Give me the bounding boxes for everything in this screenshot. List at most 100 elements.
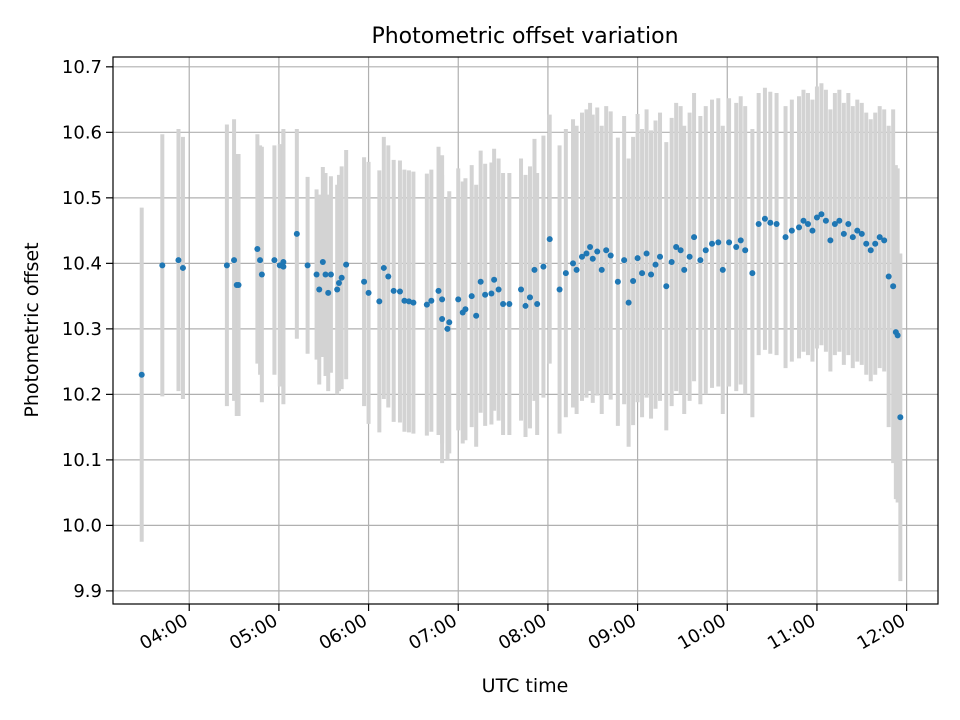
- data-point: [634, 255, 641, 262]
- data-point: [410, 299, 417, 306]
- data-point: [491, 276, 498, 283]
- data-point: [319, 259, 326, 266]
- data-point: [598, 266, 605, 273]
- data-point: [831, 221, 838, 228]
- data-point: [159, 262, 166, 269]
- data-point: [587, 243, 594, 250]
- data-point: [697, 257, 704, 264]
- data-point: [872, 240, 879, 247]
- data-point: [401, 297, 408, 304]
- data-point: [876, 234, 883, 241]
- data-point: [742, 247, 749, 254]
- data-point: [761, 215, 768, 222]
- data-point: [531, 266, 538, 273]
- data-point: [343, 261, 350, 268]
- data-point: [293, 230, 300, 237]
- data-point: [788, 227, 795, 234]
- data-point: [749, 270, 756, 277]
- x-tick-label: 12:00: [854, 610, 909, 654]
- data-point: [715, 239, 722, 246]
- data-point: [890, 283, 897, 290]
- data-point: [235, 281, 242, 288]
- data-point: [231, 257, 238, 264]
- data-point: [546, 236, 553, 243]
- data-point: [258, 271, 265, 278]
- data-point: [322, 271, 329, 278]
- data-point: [881, 237, 888, 244]
- data-point: [603, 247, 610, 254]
- data-point: [435, 287, 442, 294]
- data-point: [396, 288, 403, 295]
- data-point: [668, 259, 675, 266]
- data-point: [138, 371, 145, 378]
- data-point: [773, 221, 780, 228]
- data-point: [540, 263, 547, 270]
- data-point: [446, 319, 453, 326]
- data-point: [534, 300, 541, 307]
- data-point: [858, 230, 865, 237]
- x-tick-label: 10:00: [674, 610, 729, 654]
- data-point: [686, 253, 693, 260]
- data-point: [473, 312, 480, 319]
- y-tick-label: 10.7: [62, 57, 102, 78]
- data-point: [380, 264, 387, 271]
- data-point: [709, 240, 716, 247]
- y-axis: 9.9 10.0 10.1 10.2 10.3 10.4 10.5 10.6 10.7: [62, 57, 113, 602]
- y-tick-label: 9.9: [73, 581, 102, 602]
- y-tick-label: 10.6: [62, 122, 102, 143]
- data-point: [813, 214, 820, 221]
- data-point: [313, 271, 320, 278]
- error-bars: [139, 83, 903, 582]
- y-tick-label: 10.2: [62, 384, 102, 405]
- y-tick-label: 10.5: [62, 188, 102, 209]
- data-point: [175, 257, 182, 264]
- data-point: [625, 299, 632, 306]
- data-point: [573, 266, 580, 273]
- x-tick-label: 08:00: [495, 610, 550, 654]
- data-point: [630, 278, 637, 285]
- data-point: [526, 294, 533, 301]
- data-point: [376, 298, 383, 305]
- data-point: [455, 296, 462, 303]
- data-point: [767, 219, 774, 226]
- data-point: [897, 414, 904, 421]
- x-tick-label: 07:00: [405, 610, 460, 654]
- x-tick-label: 04:00: [136, 610, 191, 654]
- data-point: [589, 255, 596, 262]
- data-point: [583, 250, 590, 257]
- x-axis-label: UTC time: [482, 675, 569, 697]
- x-axis: 04:00 05:00 06:00 07:00 08:00 09:00 10:00 11:00…: [136, 604, 909, 654]
- data-point: [691, 234, 698, 241]
- data-point: [462, 306, 469, 313]
- data-point: [885, 273, 892, 280]
- data-point: [335, 280, 342, 287]
- data-point: [827, 237, 834, 244]
- data-point: [840, 230, 847, 237]
- data-point: [522, 302, 529, 309]
- x-tick-label: 05:00: [226, 610, 281, 654]
- x-tick-label: 11:00: [764, 610, 819, 654]
- data-point: [663, 283, 670, 290]
- data-point: [257, 257, 264, 264]
- data-point: [607, 252, 614, 259]
- data-point: [818, 211, 825, 218]
- x-tick-label: 09:00: [585, 610, 640, 654]
- data-point: [639, 270, 646, 277]
- plot-frame: [112, 56, 939, 605]
- data-point: [254, 245, 261, 252]
- data-point: [423, 301, 430, 308]
- data-point: [782, 234, 789, 241]
- data-point: [681, 266, 688, 273]
- y-axis-label: Photometric offset: [21, 242, 43, 417]
- data-point: [836, 217, 843, 224]
- data-point: [280, 259, 287, 266]
- data-points: [138, 211, 904, 421]
- data-point: [477, 278, 484, 285]
- data-point: [894, 332, 901, 339]
- data-point: [361, 278, 368, 285]
- data-point: [822, 217, 829, 224]
- data-point: [652, 261, 659, 268]
- data-point: [755, 221, 762, 228]
- data-point: [800, 217, 807, 224]
- data-point: [702, 247, 709, 254]
